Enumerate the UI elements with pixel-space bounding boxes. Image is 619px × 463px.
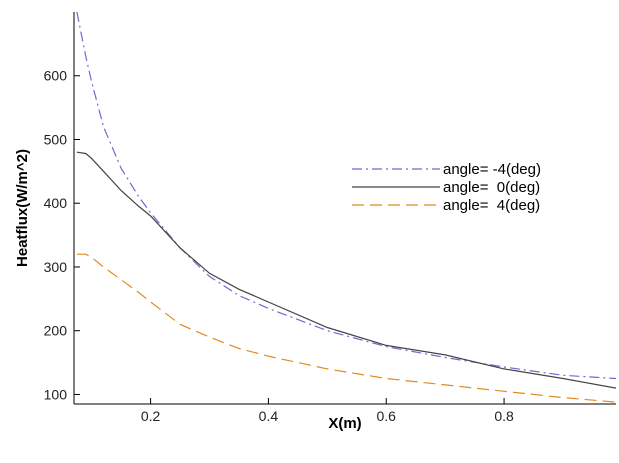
x-tick-label: 0.4 (259, 408, 279, 424)
legend-label-series-1: angle= 0(deg) (443, 179, 540, 196)
y-tick-label: 300 (44, 259, 68, 275)
ticks: 0.2 0.4 0.6 0.8 100 200 300 400 500 600 (44, 68, 514, 424)
x-axis-title: X(m) (328, 415, 361, 432)
series-line-2 (76, 253, 617, 403)
x-tick-label: 0.2 (141, 408, 161, 424)
legend-label-series-0: angle= -4(deg) (443, 161, 541, 178)
legend-label-series-2: angle= 4(deg) (443, 197, 540, 214)
y-tick-label: 400 (44, 195, 68, 211)
y-tick-label: 200 (44, 323, 68, 339)
series-layer (76, 11, 617, 403)
y-tick-label: 500 (44, 131, 68, 147)
y-axis-title: Heatflux(W/m^2) (14, 149, 31, 267)
legend: angle= -4(deg) angle= 0(deg) angle= 4(de… (352, 161, 541, 214)
x-tick-label: 0.8 (494, 408, 514, 424)
y-tick-label: 100 (44, 386, 68, 402)
series-line-0 (76, 11, 617, 380)
y-tick-label: 600 (44, 68, 68, 84)
x-tick-label: 0.6 (377, 408, 397, 424)
series-line-1 (76, 151, 617, 389)
axes (73, 12, 616, 405)
